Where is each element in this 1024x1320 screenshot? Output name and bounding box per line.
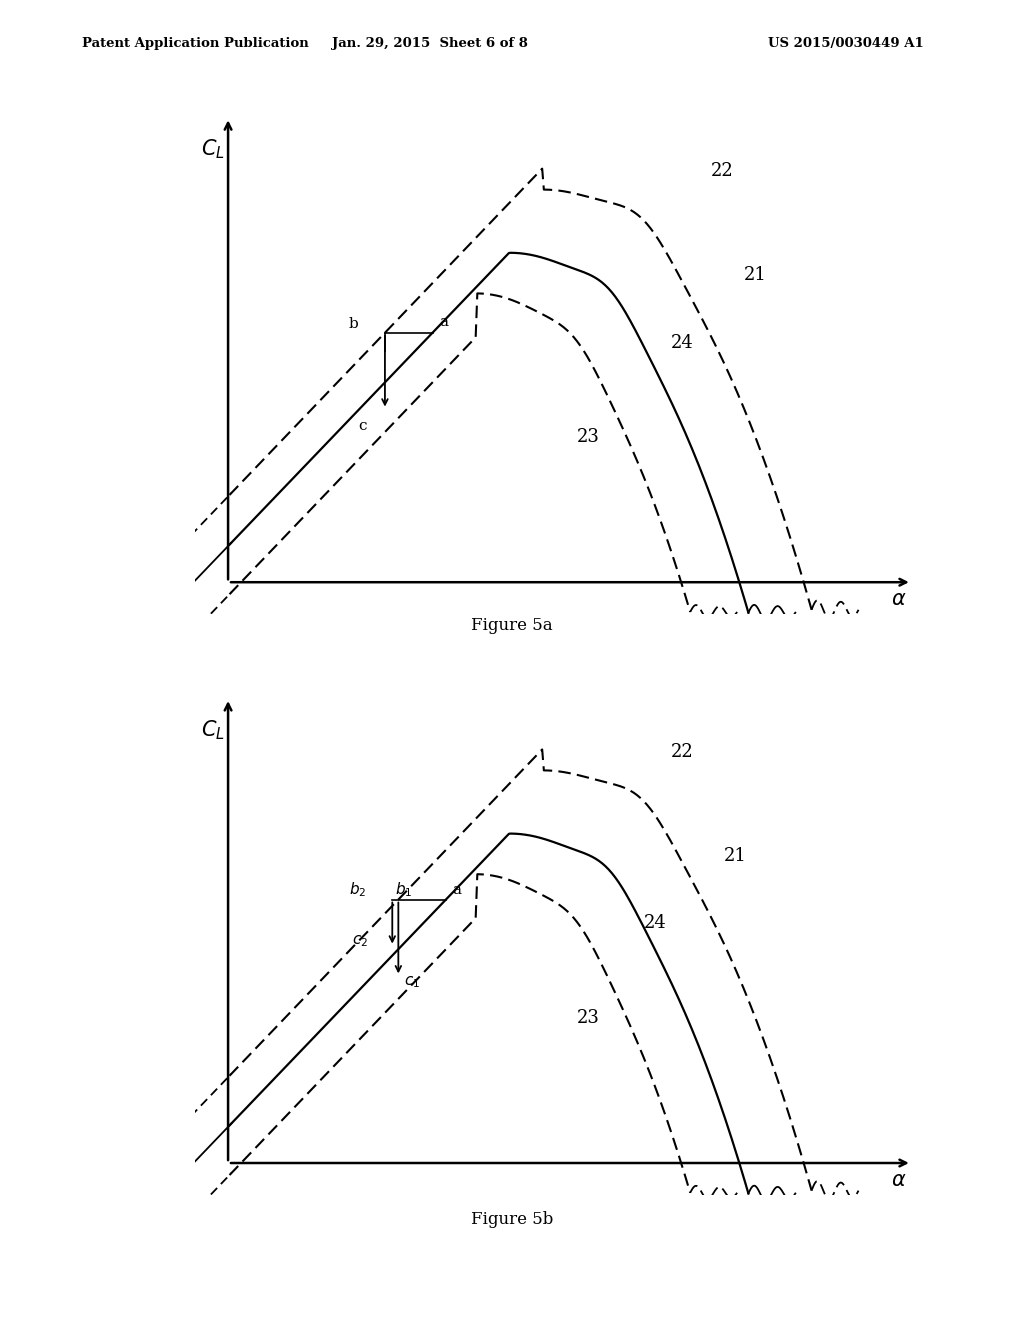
Text: $b_2$: $b_2$ — [349, 880, 366, 899]
Text: 24: 24 — [671, 334, 693, 351]
Text: a: a — [439, 315, 449, 329]
Text: $b_1$: $b_1$ — [395, 880, 413, 899]
Text: 22: 22 — [711, 162, 733, 180]
Text: 21: 21 — [744, 265, 767, 284]
Text: 24: 24 — [644, 915, 667, 932]
Text: Patent Application Publication: Patent Application Publication — [82, 37, 308, 50]
Text: c: c — [358, 418, 367, 433]
Text: $C_L$: $C_L$ — [202, 718, 225, 742]
Text: 23: 23 — [577, 1008, 599, 1027]
Text: $c_1$: $c_1$ — [403, 974, 420, 990]
Text: $C_L$: $C_L$ — [202, 137, 225, 161]
Text: $\alpha$: $\alpha$ — [891, 1171, 906, 1189]
Text: Figure 5a: Figure 5a — [471, 616, 553, 634]
Text: Figure 5b: Figure 5b — [471, 1210, 553, 1228]
Text: a: a — [453, 883, 462, 898]
Text: 22: 22 — [671, 743, 693, 760]
Text: $\alpha$: $\alpha$ — [891, 590, 906, 609]
Text: Jan. 29, 2015  Sheet 6 of 8: Jan. 29, 2015 Sheet 6 of 8 — [332, 37, 528, 50]
Text: US 2015/0030449 A1: US 2015/0030449 A1 — [768, 37, 924, 50]
Text: 23: 23 — [577, 428, 599, 446]
Text: 21: 21 — [724, 846, 746, 865]
Text: b: b — [348, 317, 357, 331]
Text: $c_2$: $c_2$ — [352, 933, 368, 949]
